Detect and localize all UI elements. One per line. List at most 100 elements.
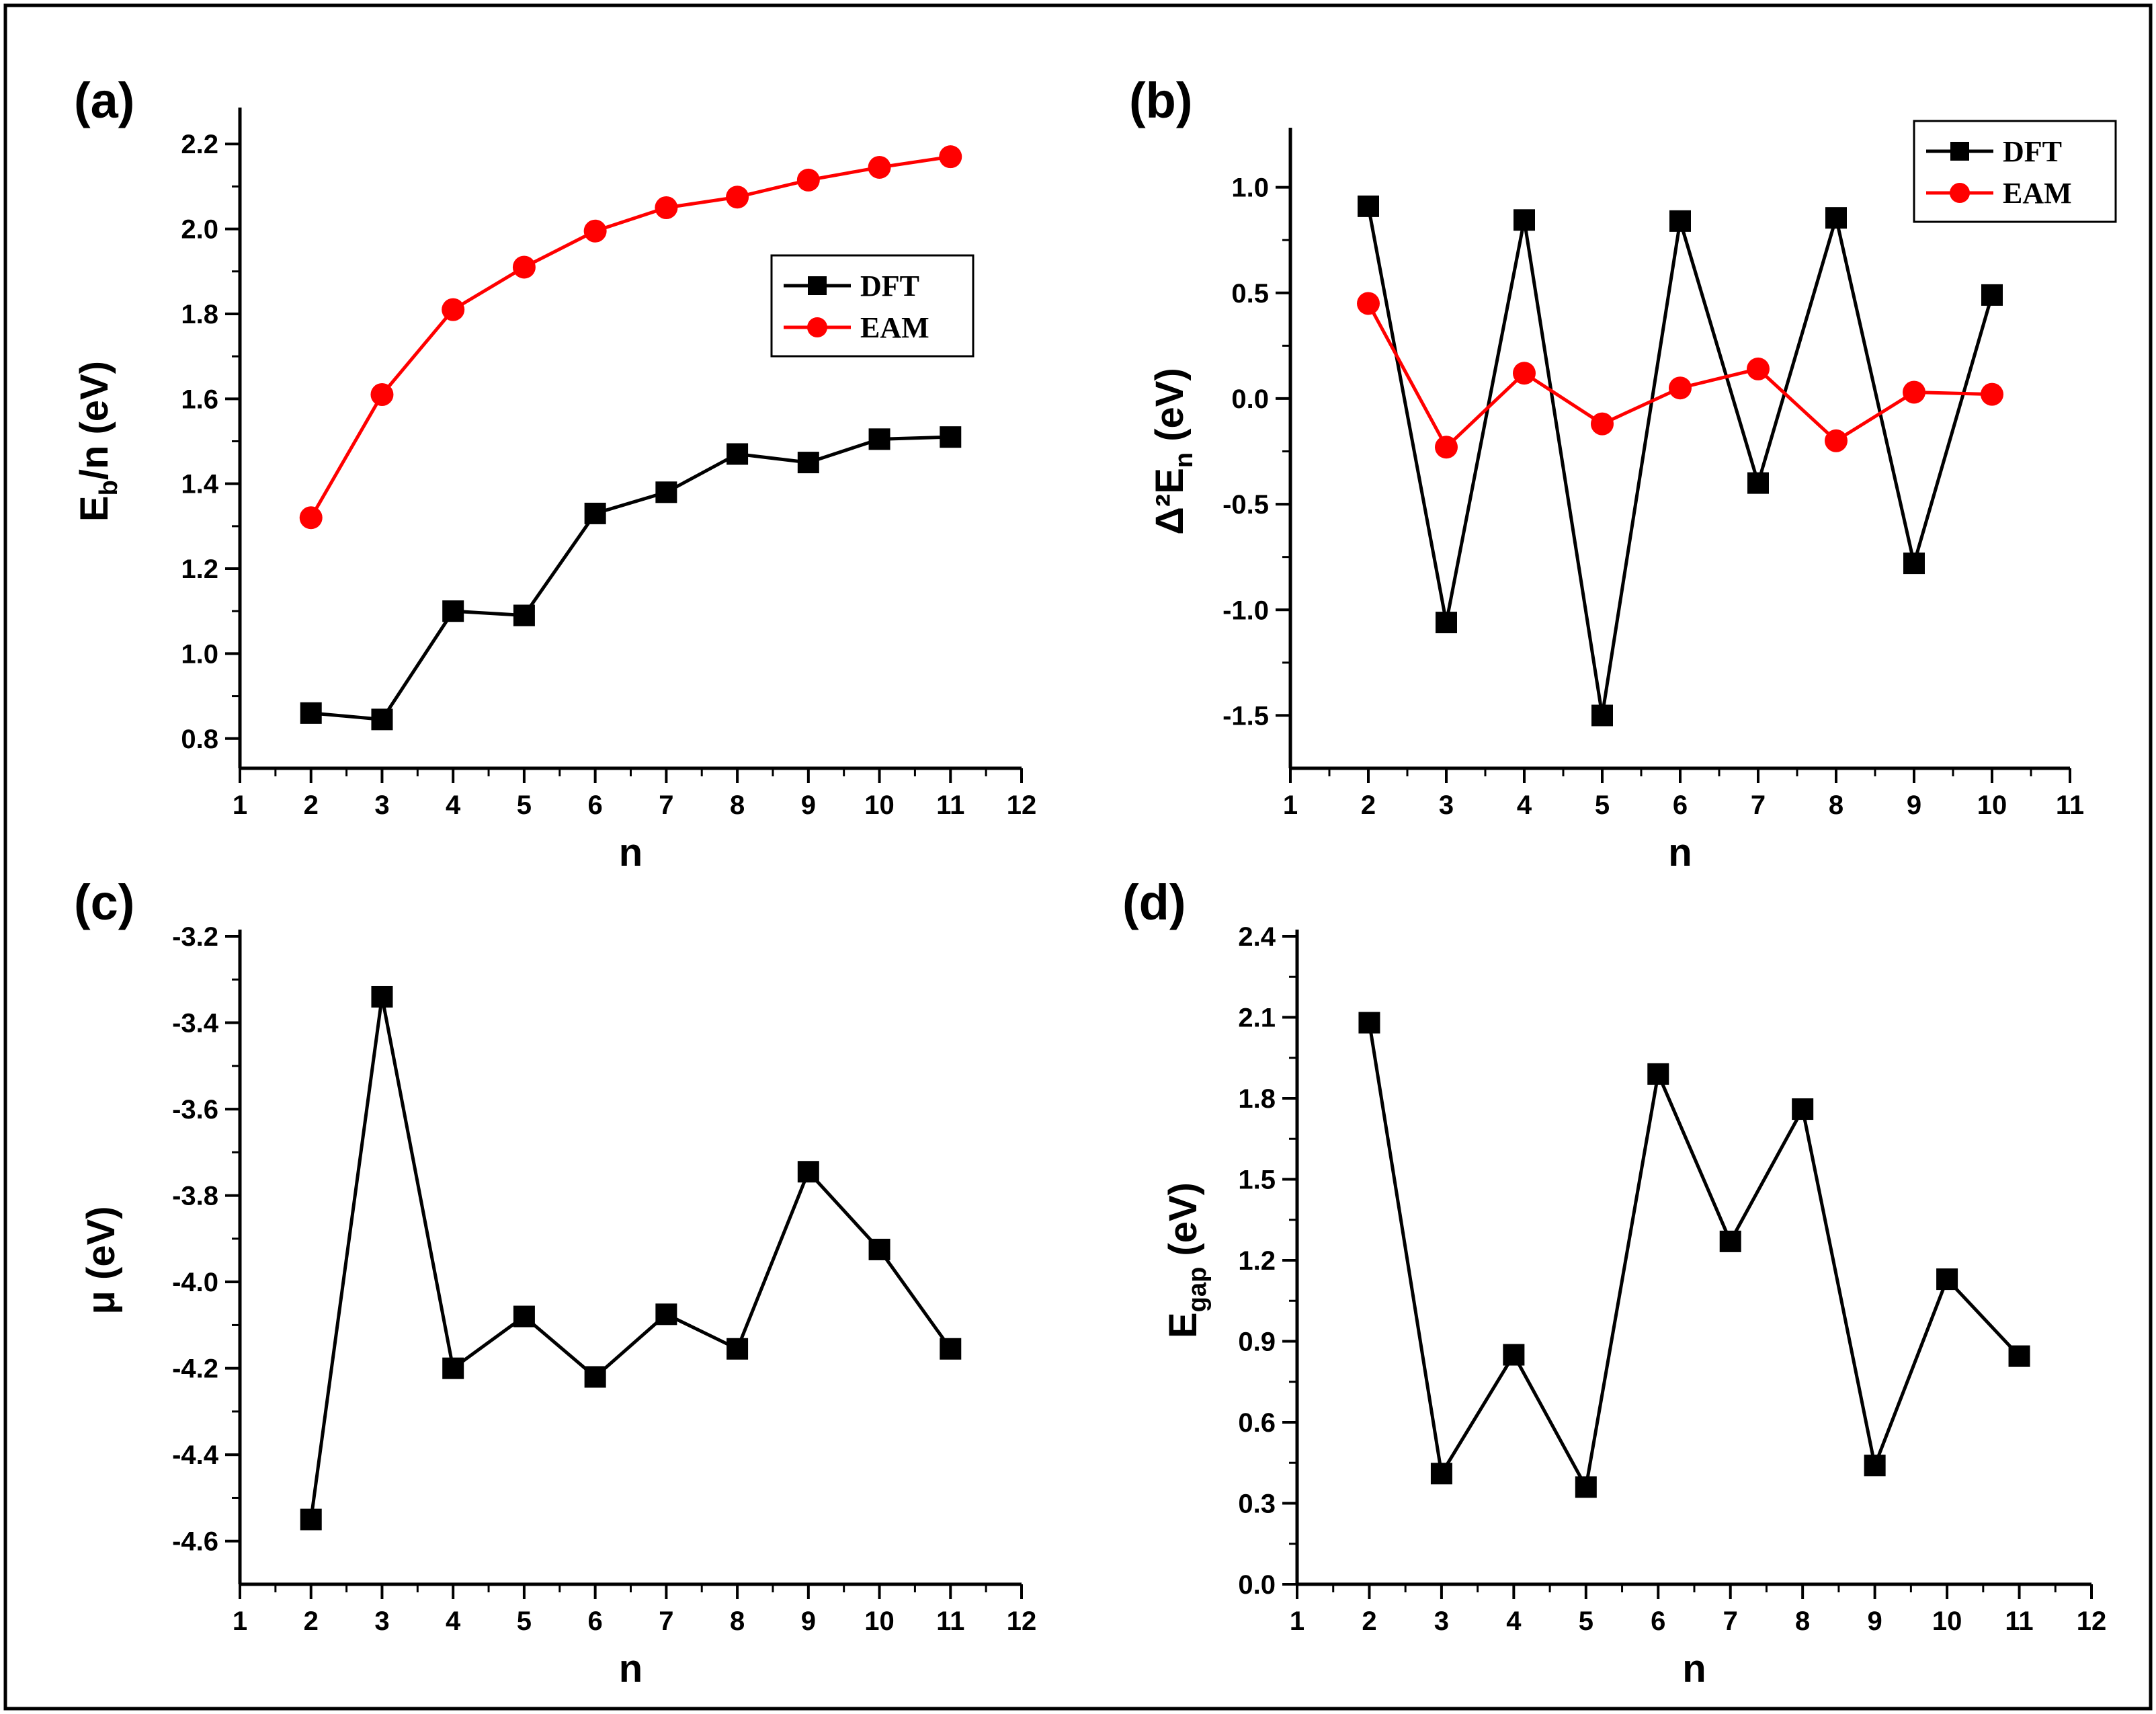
legend-box [1913, 120, 2117, 223]
data-point-dft [940, 426, 962, 448]
x-tick-label: 10 [1977, 790, 2007, 820]
x-tick-label: 2 [1361, 790, 1376, 820]
data-point-dft [868, 428, 890, 450]
data-point-dft [442, 1357, 464, 1379]
data-point-dft [1747, 472, 1769, 494]
x-tick-label: 11 [936, 790, 964, 820]
x-tick-label: 1 [1283, 790, 1298, 820]
chart-panel-d: 1 2 3 4 5 6 7 8 9 10 11 120.00.30.60.91.21.51.82.12… [1122, 874, 2106, 1690]
data-point-eam [370, 383, 394, 406]
data-point-dft [940, 1338, 962, 1360]
legend-label-dft: DFT [2003, 135, 2062, 168]
x-tick-label: 9 [1907, 790, 1921, 820]
legend-label-dft: DFT [860, 270, 919, 302]
x-axis-label: n [619, 831, 642, 874]
data-point-dft [2008, 1345, 2030, 1367]
x-tick-label: 7 [659, 790, 673, 820]
data-point-dft [1981, 284, 2003, 306]
data-point-eam [1435, 436, 1458, 459]
y-tick-label: 1.2 [1238, 1246, 1276, 1276]
data-point-dft [1358, 1012, 1380, 1034]
data-point-eam [796, 168, 820, 192]
y-tick-label: -3.2 [172, 922, 218, 952]
data-point-dft [1430, 1463, 1452, 1485]
data-point-dft [1936, 1268, 1958, 1291]
series-line-dft [309, 996, 952, 1520]
y-tick-label: 1.0 [181, 639, 218, 669]
panel-label: (c) [74, 874, 134, 930]
x-tick-label: 3 [374, 1606, 389, 1636]
series-line-dft [1367, 1022, 2021, 1492]
legend-marker-dft [1950, 142, 1969, 161]
data-point-eam [299, 506, 323, 530]
y-tick-label: 0.0 [1231, 384, 1269, 414]
y-axis-label: Eb/n (eV) [73, 361, 123, 522]
y-tick-label: -3.4 [172, 1009, 219, 1038]
y-tick-label: -0.5 [1222, 490, 1269, 520]
y-axis-label-subscript: gap [1184, 1267, 1212, 1313]
data-point-dft [1669, 210, 1691, 232]
y-axis-label-main: E [73, 495, 116, 522]
x-tick-label: 6 [588, 1606, 603, 1636]
x-tick-label: 4 [1517, 790, 1532, 820]
data-point-dft [797, 452, 819, 474]
data-point-eam [512, 255, 536, 279]
data-point-eam [939, 145, 962, 169]
x-tick-label: 1 [1290, 1606, 1304, 1636]
x-tick-label: 5 [517, 790, 532, 820]
y-axis-label: Δ²En (eV) [1148, 368, 1198, 535]
data-point-eam [1669, 376, 1692, 400]
y-tick-label: 2.2 [181, 130, 218, 159]
chart-panel-b: 1 2 3 4 5 6 7 8 9 10 11-1.5-1.0-0.50.00.51.0nΔ²En … [1129, 73, 2117, 874]
data-point-dft [1575, 1476, 1597, 1498]
y-axis-label-main: μ (eV) [79, 1206, 123, 1314]
data-point-dft [513, 604, 535, 626]
data-point-dft [727, 1338, 749, 1360]
y-axis-label-subscript: b [95, 480, 123, 495]
x-tick-label: 11 [2056, 790, 2084, 820]
legend-marker-dft [808, 276, 827, 295]
legend-marker-eam [807, 317, 827, 337]
y-axis-label: Egap (eV) [1161, 1182, 1212, 1338]
x-tick-label: 6 [588, 790, 603, 820]
data-point-dft [584, 502, 606, 524]
x-tick-label: 8 [1829, 790, 1843, 820]
data-point-dft [442, 600, 464, 622]
x-tick-label: 7 [659, 1606, 673, 1636]
x-tick-label: 5 [517, 1606, 532, 1636]
x-tick-label: 7 [1751, 790, 1766, 820]
y-tick-label: -4.6 [172, 1527, 218, 1557]
data-point-dft [1436, 612, 1457, 634]
x-tick-label: 12 [2077, 1606, 2107, 1636]
data-point-dft [655, 481, 677, 503]
data-point-dft [371, 985, 393, 1008]
y-axis-label-unit: (eV) [1148, 368, 1192, 452]
x-tick-label: 6 [1673, 790, 1688, 820]
panel-label: (a) [74, 73, 134, 128]
y-tick-label: 1.5 [1238, 1166, 1276, 1195]
y-tick-label: 0.9 [1238, 1328, 1276, 1357]
x-tick-label: 12 [1007, 1606, 1037, 1636]
x-tick-label: 4 [446, 1606, 461, 1636]
y-axis-label: μ (eV) [79, 1206, 123, 1314]
data-point-dft [797, 1161, 819, 1183]
data-point-dft [727, 443, 749, 465]
panel-label: (b) [1129, 73, 1193, 128]
y-tick-label: 0.8 [181, 725, 218, 754]
x-tick-label: 4 [446, 790, 461, 820]
data-point-dft [1792, 1098, 1814, 1120]
data-point-dft [584, 1366, 606, 1388]
x-tick-label: 2 [1362, 1606, 1376, 1636]
data-point-dft [371, 708, 393, 731]
data-point-eam [868, 155, 891, 179]
data-point-dft [868, 1238, 890, 1260]
data-point-eam [1903, 380, 1925, 404]
data-point-eam [655, 196, 678, 219]
x-tick-label: 3 [1434, 1606, 1449, 1636]
figure-border [3, 3, 2153, 1711]
x-tick-label: 10 [1932, 1606, 1962, 1636]
y-axis-label-main: Δ²E [1148, 468, 1192, 535]
y-tick-label: 0.5 [1231, 279, 1269, 309]
x-tick-label: 1 [233, 1606, 247, 1636]
data-point-eam [1513, 362, 1536, 385]
